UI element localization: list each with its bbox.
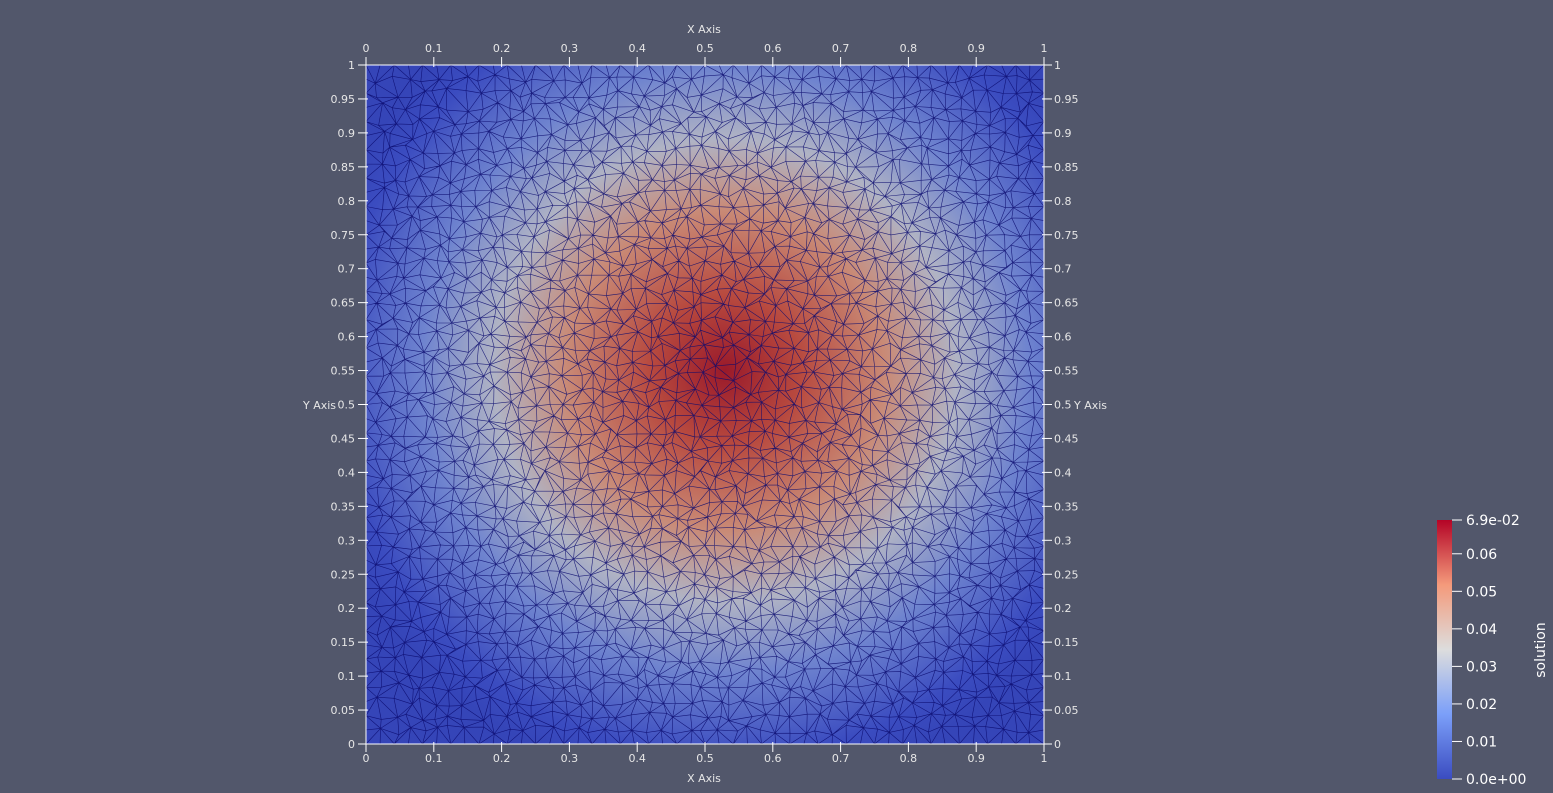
y-tick-label-right: 0.8: [1054, 195, 1072, 208]
x-tick-label-bottom: 0.6: [764, 752, 782, 765]
y-tick-label-left: 0.1: [338, 670, 356, 683]
x-tick-label-top: 0.5: [696, 42, 714, 55]
triangle-mesh: [366, 65, 1044, 744]
colorbar-tick-label: 0.02: [1466, 697, 1497, 713]
x-tick-label-bottom: 1: [1041, 752, 1048, 765]
y-tick-label-right: 0.35: [1054, 500, 1079, 513]
x-tick-label-bottom: 0.4: [628, 752, 646, 765]
x-tick-label-bottom: 0.7: [832, 752, 850, 765]
y-tick-label-right: 0.55: [1054, 365, 1079, 378]
y-tick-label-left: 0.05: [331, 704, 356, 717]
x-axis-title-top: X Axis: [687, 23, 721, 36]
colorbar-title: solution: [1533, 622, 1549, 677]
x-tick-label-top: 0.3: [561, 42, 579, 55]
y-tick-label-right: 0.15: [1054, 636, 1079, 649]
x-tick-label-top: 0.7: [832, 42, 850, 55]
colorbar-tick-label: 0.06: [1466, 547, 1497, 563]
y-tick-label-left: 0.65: [331, 297, 356, 310]
x-tick-label-bottom: 0.3: [561, 752, 579, 765]
colorbar-tick-label: 0.01: [1466, 734, 1497, 750]
x-tick-label-bottom: 0.2: [493, 752, 511, 765]
y-tick-label-left: 1: [348, 59, 355, 72]
colorbar-tick-label: 0.03: [1466, 659, 1497, 675]
x-tick-label-bottom: 0.8: [900, 752, 918, 765]
y-tick-label-left: 0.75: [331, 229, 356, 242]
y-tick-label-left: 0.3: [338, 534, 356, 547]
y-tick-label-left: 0.95: [331, 93, 356, 106]
y-tick-label-left: 0.35: [331, 500, 356, 513]
x-tick-label-top: 0: [363, 42, 370, 55]
y-tick-label-right: 0.4: [1054, 466, 1072, 479]
colorbar-tick-label: 0.0e+00: [1466, 772, 1526, 788]
y-axis-title-left: Y Axis: [302, 399, 336, 412]
y-tick-label-right: 1: [1054, 59, 1061, 72]
y-tick-label-left: 0.4: [338, 466, 356, 479]
colorbar-tick-label: 0.05: [1466, 584, 1497, 600]
y-tick-label-right: 0.05: [1054, 704, 1079, 717]
x-axis-title-bottom: X Axis: [687, 772, 721, 785]
axes-grid: X Axis X Axis Y Axis Y Axis 0 0.1 0.2 0.3 0.…: [302, 23, 1107, 785]
y-ticks-left: 0 0.05 0.1 0.15 0.2 0.25 0.3 0.35 0.4 0.45 0.5 0.55…: [331, 59, 368, 751]
x-tick-label-top: 1: [1041, 42, 1048, 55]
x-tick-label-bottom: 0.9: [967, 752, 985, 765]
y-tick-label-left: 0.85: [331, 161, 356, 174]
y-tick-label-left: 0.6: [338, 331, 356, 344]
x-tick-label-top: 0.4: [628, 42, 646, 55]
x-tick-label-bottom: 0: [363, 752, 370, 765]
y-tick-label-left: 0.8: [338, 195, 356, 208]
y-axis-title-right: Y Axis: [1073, 399, 1107, 412]
y-tick-label-left: 0.55: [331, 365, 356, 378]
y-tick-label-right: 0.95: [1054, 93, 1079, 106]
x-tick-label-top: 0.1: [425, 42, 443, 55]
y-tick-label-left: 0.9: [338, 127, 356, 140]
y-tick-label-right: 0.3: [1054, 534, 1072, 547]
y-tick-label-right: 0.75: [1054, 229, 1079, 242]
x-ticks-top: 0 0.1 0.2 0.3 0.4 0.5 0.6 0.7 0.8 0.9 1: [363, 42, 1048, 67]
y-tick-label-right: 0.45: [1054, 432, 1079, 445]
x-tick-label-top: 0.8: [900, 42, 918, 55]
y-tick-label-left: 0.7: [338, 263, 356, 276]
y-tick-label-right: 0.25: [1054, 568, 1079, 581]
colorbar-tick-label: 6.9e-02: [1466, 513, 1520, 529]
x-tick-label-bottom: 0.5: [696, 752, 714, 765]
colorbar-gradient: [1437, 520, 1452, 779]
y-tick-label-right: 0.7: [1054, 263, 1072, 276]
y-tick-label-left: 0.2: [338, 602, 356, 615]
y-tick-label-left: 0.45: [331, 432, 356, 445]
y-tick-label-right: 0.2: [1054, 602, 1072, 615]
y-tick-label-left: 0.25: [331, 568, 356, 581]
solution-field: [365, 64, 1045, 745]
colorbar-tick-label: 0.04: [1466, 622, 1497, 638]
y-tick-label-right: 0.9: [1054, 127, 1072, 140]
x-tick-label-bottom: 0.1: [425, 752, 443, 765]
color-legend[interactable]: 6.9e-02 0.06 0.05 0.04 0.03 0.02 0.01 0.0e+00 s…: [1437, 513, 1549, 788]
x-tick-label-top: 0.2: [493, 42, 511, 55]
x-tick-label-top: 0.6: [764, 42, 782, 55]
y-tick-label-right: 0: [1054, 738, 1061, 751]
y-tick-label-right: 0.5: [1054, 399, 1072, 412]
y-tick-label-right: 0.6: [1054, 331, 1072, 344]
y-tick-label-right: 0.65: [1054, 297, 1079, 310]
y-tick-label-left: 0.5: [338, 399, 356, 412]
y-ticks-right: 0 0.05 0.1 0.15 0.2 0.25 0.3 0.35 0.4 0.45 0.5 0.55…: [1042, 59, 1079, 751]
y-tick-label-left: 0.15: [331, 636, 356, 649]
x-tick-label-top: 0.9: [967, 42, 985, 55]
y-tick-label-right: 0.85: [1054, 161, 1079, 174]
y-tick-label-left: 0: [348, 738, 355, 751]
colorbar-labels: 6.9e-02 0.06 0.05 0.04 0.03 0.02 0.01 0.0e+00: [1452, 513, 1526, 788]
y-tick-label-right: 0.1: [1054, 670, 1072, 683]
x-ticks-bottom: 0 0.1 0.2 0.3 0.4 0.5 0.6 0.7 0.8 0.9 1: [363, 742, 1048, 765]
